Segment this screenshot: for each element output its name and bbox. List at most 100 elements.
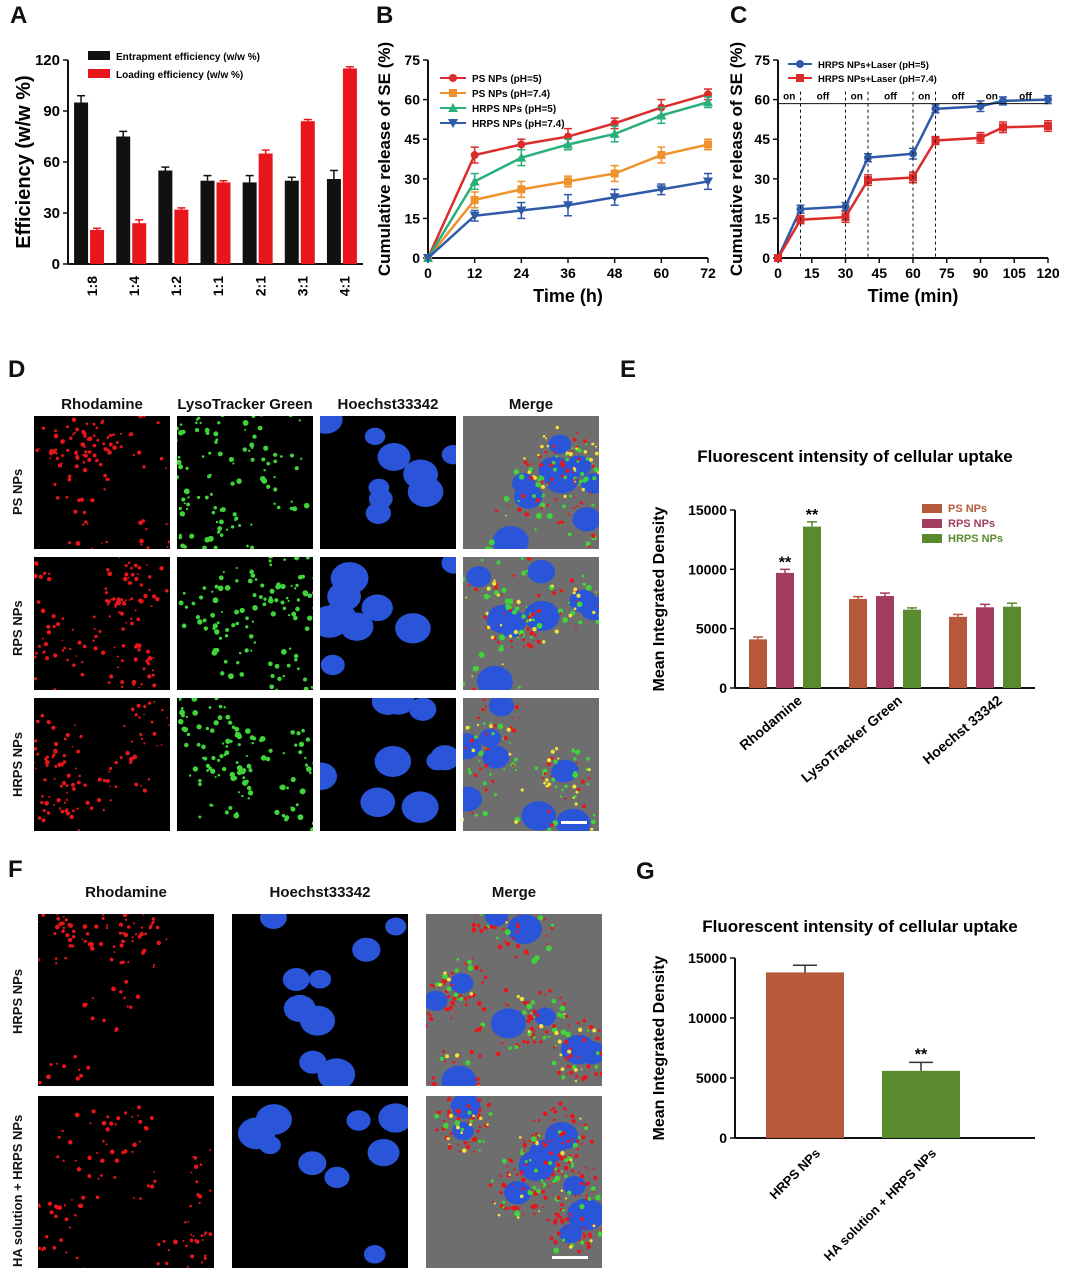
bar bbox=[949, 616, 967, 688]
signal-dot bbox=[197, 416, 201, 420]
micrograph-cell bbox=[177, 557, 313, 690]
signal-dot bbox=[139, 583, 144, 587]
micrograph-cell bbox=[463, 557, 599, 690]
signal-dot bbox=[567, 513, 570, 516]
column-header: Merge bbox=[491, 884, 537, 901]
signal-dot bbox=[53, 932, 57, 936]
column-header: Rhodamine bbox=[61, 396, 143, 413]
signal-dot bbox=[45, 755, 50, 759]
y-tick-label: 15000 bbox=[688, 950, 727, 966]
signal-dot bbox=[76, 749, 81, 754]
signal-dot bbox=[173, 1239, 178, 1245]
signal-dot bbox=[429, 983, 434, 988]
signal-dot bbox=[469, 1119, 473, 1123]
signal-dot bbox=[568, 613, 573, 618]
signal-dot bbox=[508, 741, 511, 744]
signal-dot bbox=[556, 1231, 561, 1236]
signal-dot bbox=[464, 1003, 468, 1007]
signal-dot bbox=[89, 806, 94, 810]
legend-swatch bbox=[922, 519, 942, 528]
signal-dot bbox=[294, 557, 300, 561]
signal-dot bbox=[552, 1220, 558, 1225]
signal-dot bbox=[198, 596, 201, 599]
signal-dot bbox=[72, 809, 75, 813]
signal-dot bbox=[307, 615, 313, 621]
micrograph bbox=[177, 416, 310, 549]
signal-dot bbox=[61, 1129, 64, 1133]
y-tick-label: 10000 bbox=[688, 1010, 727, 1026]
signal-dot bbox=[146, 1184, 150, 1188]
signal-dot bbox=[516, 994, 520, 999]
nucleus bbox=[371, 698, 405, 715]
signal-dot bbox=[156, 940, 161, 946]
signal-dot bbox=[530, 1136, 537, 1142]
signal-dot bbox=[92, 453, 97, 458]
signal-dot bbox=[589, 1139, 594, 1144]
signal-dot bbox=[55, 962, 58, 965]
micrograph bbox=[177, 698, 313, 831]
signal-dot bbox=[502, 768, 506, 771]
signal-dot bbox=[474, 813, 478, 817]
signal-dot bbox=[63, 646, 66, 650]
signal-dot bbox=[242, 776, 246, 780]
signal-dot bbox=[559, 1156, 564, 1161]
signal-dot bbox=[145, 649, 150, 654]
signal-dot bbox=[137, 648, 141, 652]
nucleus bbox=[299, 1050, 327, 1074]
signal-dot bbox=[42, 1246, 46, 1251]
signal-dot bbox=[34, 761, 35, 765]
signal-dot bbox=[493, 727, 496, 730]
signal-dot bbox=[186, 1265, 189, 1268]
signal-dot bbox=[516, 599, 521, 605]
signal-dot bbox=[546, 784, 550, 788]
panel-letter-a: A bbox=[10, 2, 28, 29]
signal-dot bbox=[211, 510, 216, 515]
signal-dot bbox=[532, 1191, 538, 1196]
signal-dot bbox=[105, 926, 109, 930]
signal-dot bbox=[214, 629, 220, 635]
signal-dot bbox=[581, 1135, 586, 1140]
signal-dot bbox=[562, 617, 568, 623]
signal-dot bbox=[537, 1119, 541, 1122]
signal-dot bbox=[119, 990, 123, 994]
signal-dot bbox=[273, 502, 276, 506]
signal-dot bbox=[521, 1177, 526, 1182]
signal-dot bbox=[217, 773, 221, 777]
signal-dot bbox=[467, 1110, 472, 1115]
signal-dot bbox=[74, 464, 79, 469]
signal-dot bbox=[522, 1149, 525, 1152]
legend-label: Entrapment efficiency (w/w %) bbox=[116, 52, 260, 63]
signal-dot bbox=[312, 591, 313, 595]
signal-dot bbox=[65, 1251, 68, 1254]
signal-dot bbox=[489, 722, 493, 725]
signal-dot bbox=[489, 595, 492, 598]
signal-dot bbox=[189, 533, 195, 539]
signal-dot bbox=[53, 777, 56, 780]
signal-dot bbox=[137, 935, 142, 939]
signal-dot bbox=[502, 612, 505, 615]
bar bbox=[1003, 606, 1021, 688]
signal-dot bbox=[525, 605, 528, 609]
signal-dot bbox=[46, 1074, 51, 1080]
signal-dot bbox=[249, 442, 255, 448]
signal-dot bbox=[522, 1010, 527, 1015]
signal-dot bbox=[296, 731, 301, 736]
nucleus bbox=[482, 745, 510, 769]
signal-dot bbox=[549, 1236, 554, 1241]
signal-dot bbox=[463, 681, 466, 686]
signal-dot bbox=[443, 1060, 447, 1063]
signal-dot bbox=[119, 611, 124, 616]
signal-dot bbox=[74, 1214, 77, 1217]
x-tick-label: LysoTracker Green bbox=[798, 692, 905, 785]
signal-dot bbox=[105, 1127, 110, 1132]
signal-dot bbox=[139, 1197, 142, 1200]
signal-dot bbox=[97, 777, 102, 782]
signal-dot bbox=[549, 463, 553, 468]
signal-dot bbox=[83, 939, 87, 943]
panel-letter-b: B bbox=[376, 2, 394, 29]
signal-dot bbox=[202, 618, 207, 623]
signal-dot bbox=[553, 759, 558, 764]
signal-dot bbox=[492, 1200, 495, 1203]
nucleus bbox=[559, 1223, 582, 1244]
